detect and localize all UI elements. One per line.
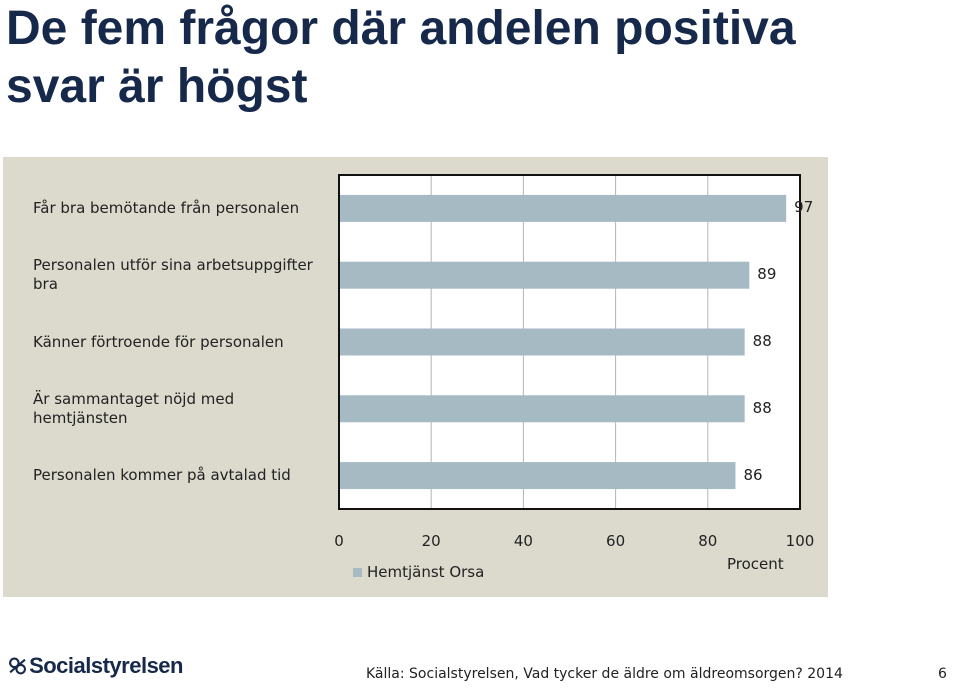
x-tick-label: 80 bbox=[698, 532, 718, 550]
bar bbox=[339, 395, 745, 423]
bar bbox=[339, 261, 750, 289]
category-label: Personalen kommer på avtalad tid bbox=[33, 466, 291, 485]
category-label: Får bra bemötande från personalen bbox=[33, 198, 300, 217]
bar-value-label: 97 bbox=[794, 198, 814, 217]
bar bbox=[339, 194, 787, 222]
bar-value-label: 88 bbox=[752, 332, 772, 350]
x-tick-label: 0 bbox=[334, 532, 344, 550]
source-note: Källa: Socialstyrelsen, Vad tycker de äl… bbox=[366, 666, 843, 682]
x-tick-label: 20 bbox=[421, 532, 441, 550]
category-label: Är sammantaget nöjd med hemtjänsten bbox=[33, 389, 235, 427]
slide-title: De fem frågor där andelen positiva svar … bbox=[6, 2, 796, 113]
logo-text: Socialstyrelsen bbox=[29, 653, 183, 678]
category-label: Känner förtroende för personalen bbox=[33, 332, 284, 351]
bar-value-label: 89 bbox=[757, 265, 777, 284]
bar-value-label: 86 bbox=[743, 465, 763, 484]
chart-panel: 97 Får bra bemötande från personalen 89 Per… bbox=[3, 157, 828, 597]
legend: Hemtjänst Orsa bbox=[353, 563, 484, 581]
x-tick-label: 60 bbox=[606, 532, 626, 550]
page-number: 6 bbox=[938, 666, 947, 682]
x-axis-title: Procent bbox=[727, 555, 784, 573]
plot-frame bbox=[338, 174, 801, 510]
logo-mark-icon bbox=[9, 657, 27, 675]
x-tick-label: 100 bbox=[785, 532, 815, 550]
legend-swatch bbox=[353, 567, 362, 577]
category-label: Personalen utför sina arbetsuppgifter br… bbox=[33, 256, 313, 294]
x-tick-label: 40 bbox=[513, 532, 533, 550]
bar bbox=[339, 328, 745, 356]
bar-value-label: 88 bbox=[752, 398, 772, 417]
legend-label: Hemtjänst Orsa bbox=[367, 563, 485, 581]
bar bbox=[339, 462, 736, 490]
bar-chart bbox=[338, 174, 801, 510]
socialstyrelsen-logo: Socialstyrelsen bbox=[8, 646, 183, 686]
